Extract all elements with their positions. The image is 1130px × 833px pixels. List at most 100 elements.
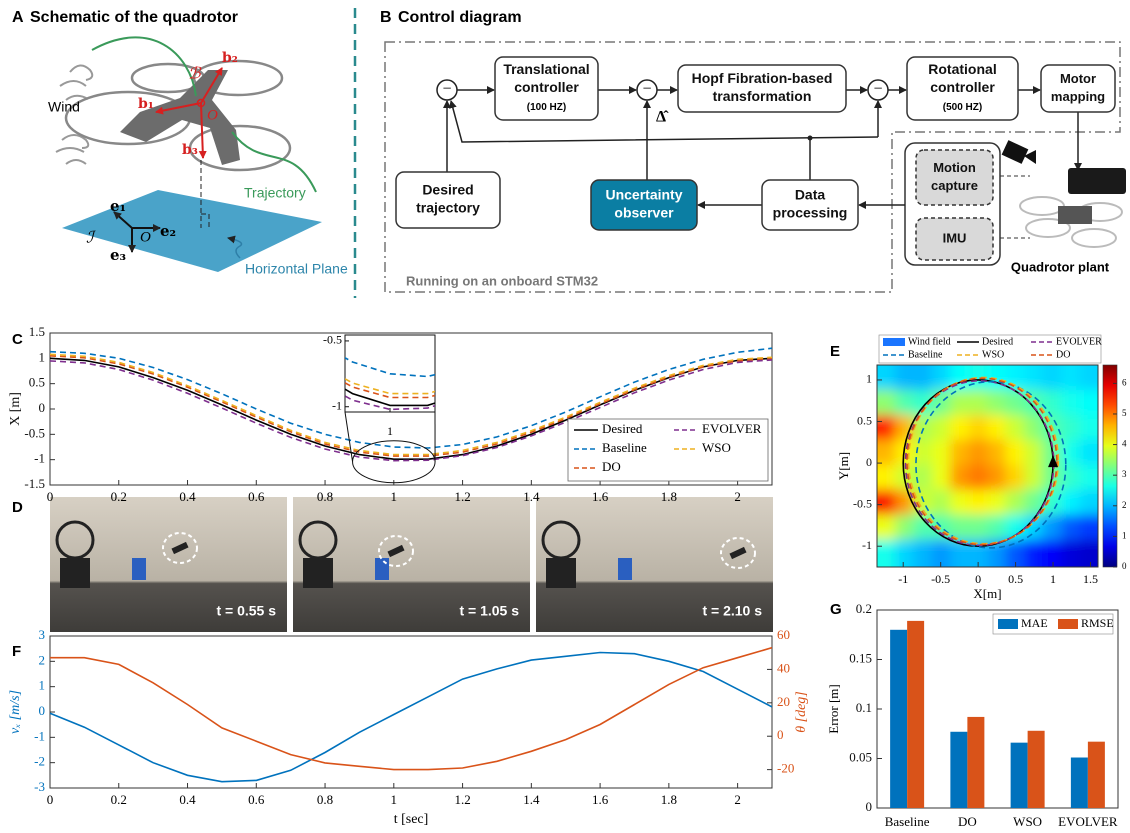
x-tick-label: 1.8 — [661, 489, 677, 504]
heat-cell — [969, 390, 988, 415]
y-tick-label: 20 — [777, 694, 790, 709]
quadrotor-body — [120, 70, 240, 165]
y-tick-label: -0.5 — [853, 496, 872, 510]
bar — [1071, 758, 1088, 808]
label: e₃ — [110, 246, 126, 264]
heat-cell — [988, 440, 1007, 465]
fan-stand — [546, 558, 576, 588]
y-tick-label: -0.5 — [24, 425, 45, 440]
heat-cell — [988, 515, 1007, 540]
block-note: (100 HZ) — [527, 102, 566, 113]
block-label: trajectory — [416, 200, 480, 216]
x-tick-label: WSO — [1013, 814, 1042, 829]
legend-label: Baseline — [602, 440, 647, 455]
drone-rotor — [1020, 197, 1064, 215]
block-label: Uncertainty — [605, 187, 682, 203]
frame-time: t = 0.55 s — [216, 603, 276, 619]
plant-label: Quadrotor plant — [1011, 259, 1110, 274]
heat-cell — [1061, 390, 1080, 415]
heat-cell — [932, 540, 951, 599]
figure: A Schematic of the quadrotor Wind b₁ b₂ … — [0, 0, 1130, 833]
panel-letter: B — [380, 9, 392, 26]
box — [132, 558, 146, 580]
heat-cell — [1024, 440, 1043, 465]
block-label: controller — [930, 79, 995, 95]
bar — [967, 717, 984, 808]
heat-cell — [847, 515, 896, 540]
panel-letter: C — [12, 331, 23, 348]
bar — [907, 621, 924, 808]
box — [375, 558, 389, 580]
heatmap-area — [847, 332, 1129, 599]
inset-x-tick-label: 1 — [387, 424, 393, 438]
heat-cell — [969, 440, 988, 465]
heat-cell — [932, 440, 951, 465]
colorbar-tick-label: 1 — [1122, 530, 1127, 540]
x-tick-label: 1.6 — [592, 489, 609, 504]
heat-cell — [950, 440, 969, 465]
y-tick-label: 0.5 — [29, 375, 45, 390]
bar — [1028, 731, 1045, 808]
y-tick-label: 0 — [39, 400, 46, 415]
heat-cell — [1005, 390, 1024, 415]
y-tick-label: 40 — [777, 660, 790, 675]
y-tick-label: 0.2 — [856, 601, 872, 616]
x-tick-label: 0 — [47, 489, 54, 504]
heat-cell — [1005, 415, 1024, 440]
heat-cell — [988, 465, 1007, 490]
heat-cell — [1024, 415, 1043, 440]
y-axis-label: Error [m] — [826, 684, 841, 733]
block-label: transformation — [713, 88, 812, 104]
boundary-label: Running on an onboard STM32 — [406, 273, 598, 288]
y-tick-label: 0.1 — [856, 700, 872, 715]
heat-cell — [932, 415, 951, 440]
label: Horizontal Plane — [245, 261, 348, 277]
heat-cell — [969, 515, 988, 540]
legend-swatch — [883, 338, 905, 346]
block-label: controller — [514, 79, 579, 95]
heat-cell — [1005, 490, 1024, 515]
block-label: observer — [614, 205, 674, 221]
heat-cell — [1061, 415, 1080, 440]
x-tick-label: 0.6 — [248, 489, 265, 504]
x-tick-label: 1.5 — [1083, 572, 1098, 586]
block-label: Rotational — [928, 61, 996, 77]
block-label: Hopf Fibration-based — [692, 70, 833, 86]
block-label: IMU — [943, 230, 967, 245]
y-tick-label: 60 — [777, 627, 790, 642]
fan-stand — [60, 558, 90, 588]
y-tick-label: 0 — [866, 455, 872, 469]
y-tick-label: 1 — [39, 678, 46, 693]
sum-sign: − — [873, 81, 882, 98]
bar — [1088, 742, 1105, 808]
x-tick-label: EVOLVER — [1058, 814, 1118, 829]
block-label: Translational — [503, 61, 589, 77]
heat-cell — [1005, 440, 1024, 465]
label: ℬ — [188, 64, 202, 83]
junction — [808, 136, 813, 141]
y-tick-label: 0.15 — [849, 650, 872, 665]
panel-d: D t = 0.55 st = 1.05 st = 2.10 s — [12, 497, 773, 632]
label: e₁ — [110, 197, 126, 215]
y-tick-label: -2 — [34, 754, 45, 769]
block-label: Data — [795, 187, 826, 203]
heat-cell — [847, 390, 896, 415]
panel-letter: D — [12, 499, 23, 516]
heat-cell — [969, 465, 988, 490]
y-tick-label: 1 — [866, 372, 872, 386]
colorbar-tick-label: 6 — [1122, 377, 1127, 387]
bar — [950, 732, 967, 808]
heat-cell — [932, 390, 951, 415]
panel-title: Control diagram — [398, 9, 522, 26]
fan-stand — [303, 558, 333, 588]
x-tick-label: -0.5 — [931, 572, 950, 586]
label: O — [140, 229, 151, 245]
panel-a: A Schematic of the quadrotor Wind b₁ b₂ … — [12, 9, 348, 276]
x-tick-label: 1.4 — [523, 792, 540, 807]
drone-frame — [1068, 168, 1126, 194]
label: O — [207, 107, 218, 123]
frame-time: t = 1.05 s — [459, 603, 519, 619]
x-tick-label: DO — [958, 814, 977, 829]
y-tick-label: -1 — [34, 451, 45, 466]
